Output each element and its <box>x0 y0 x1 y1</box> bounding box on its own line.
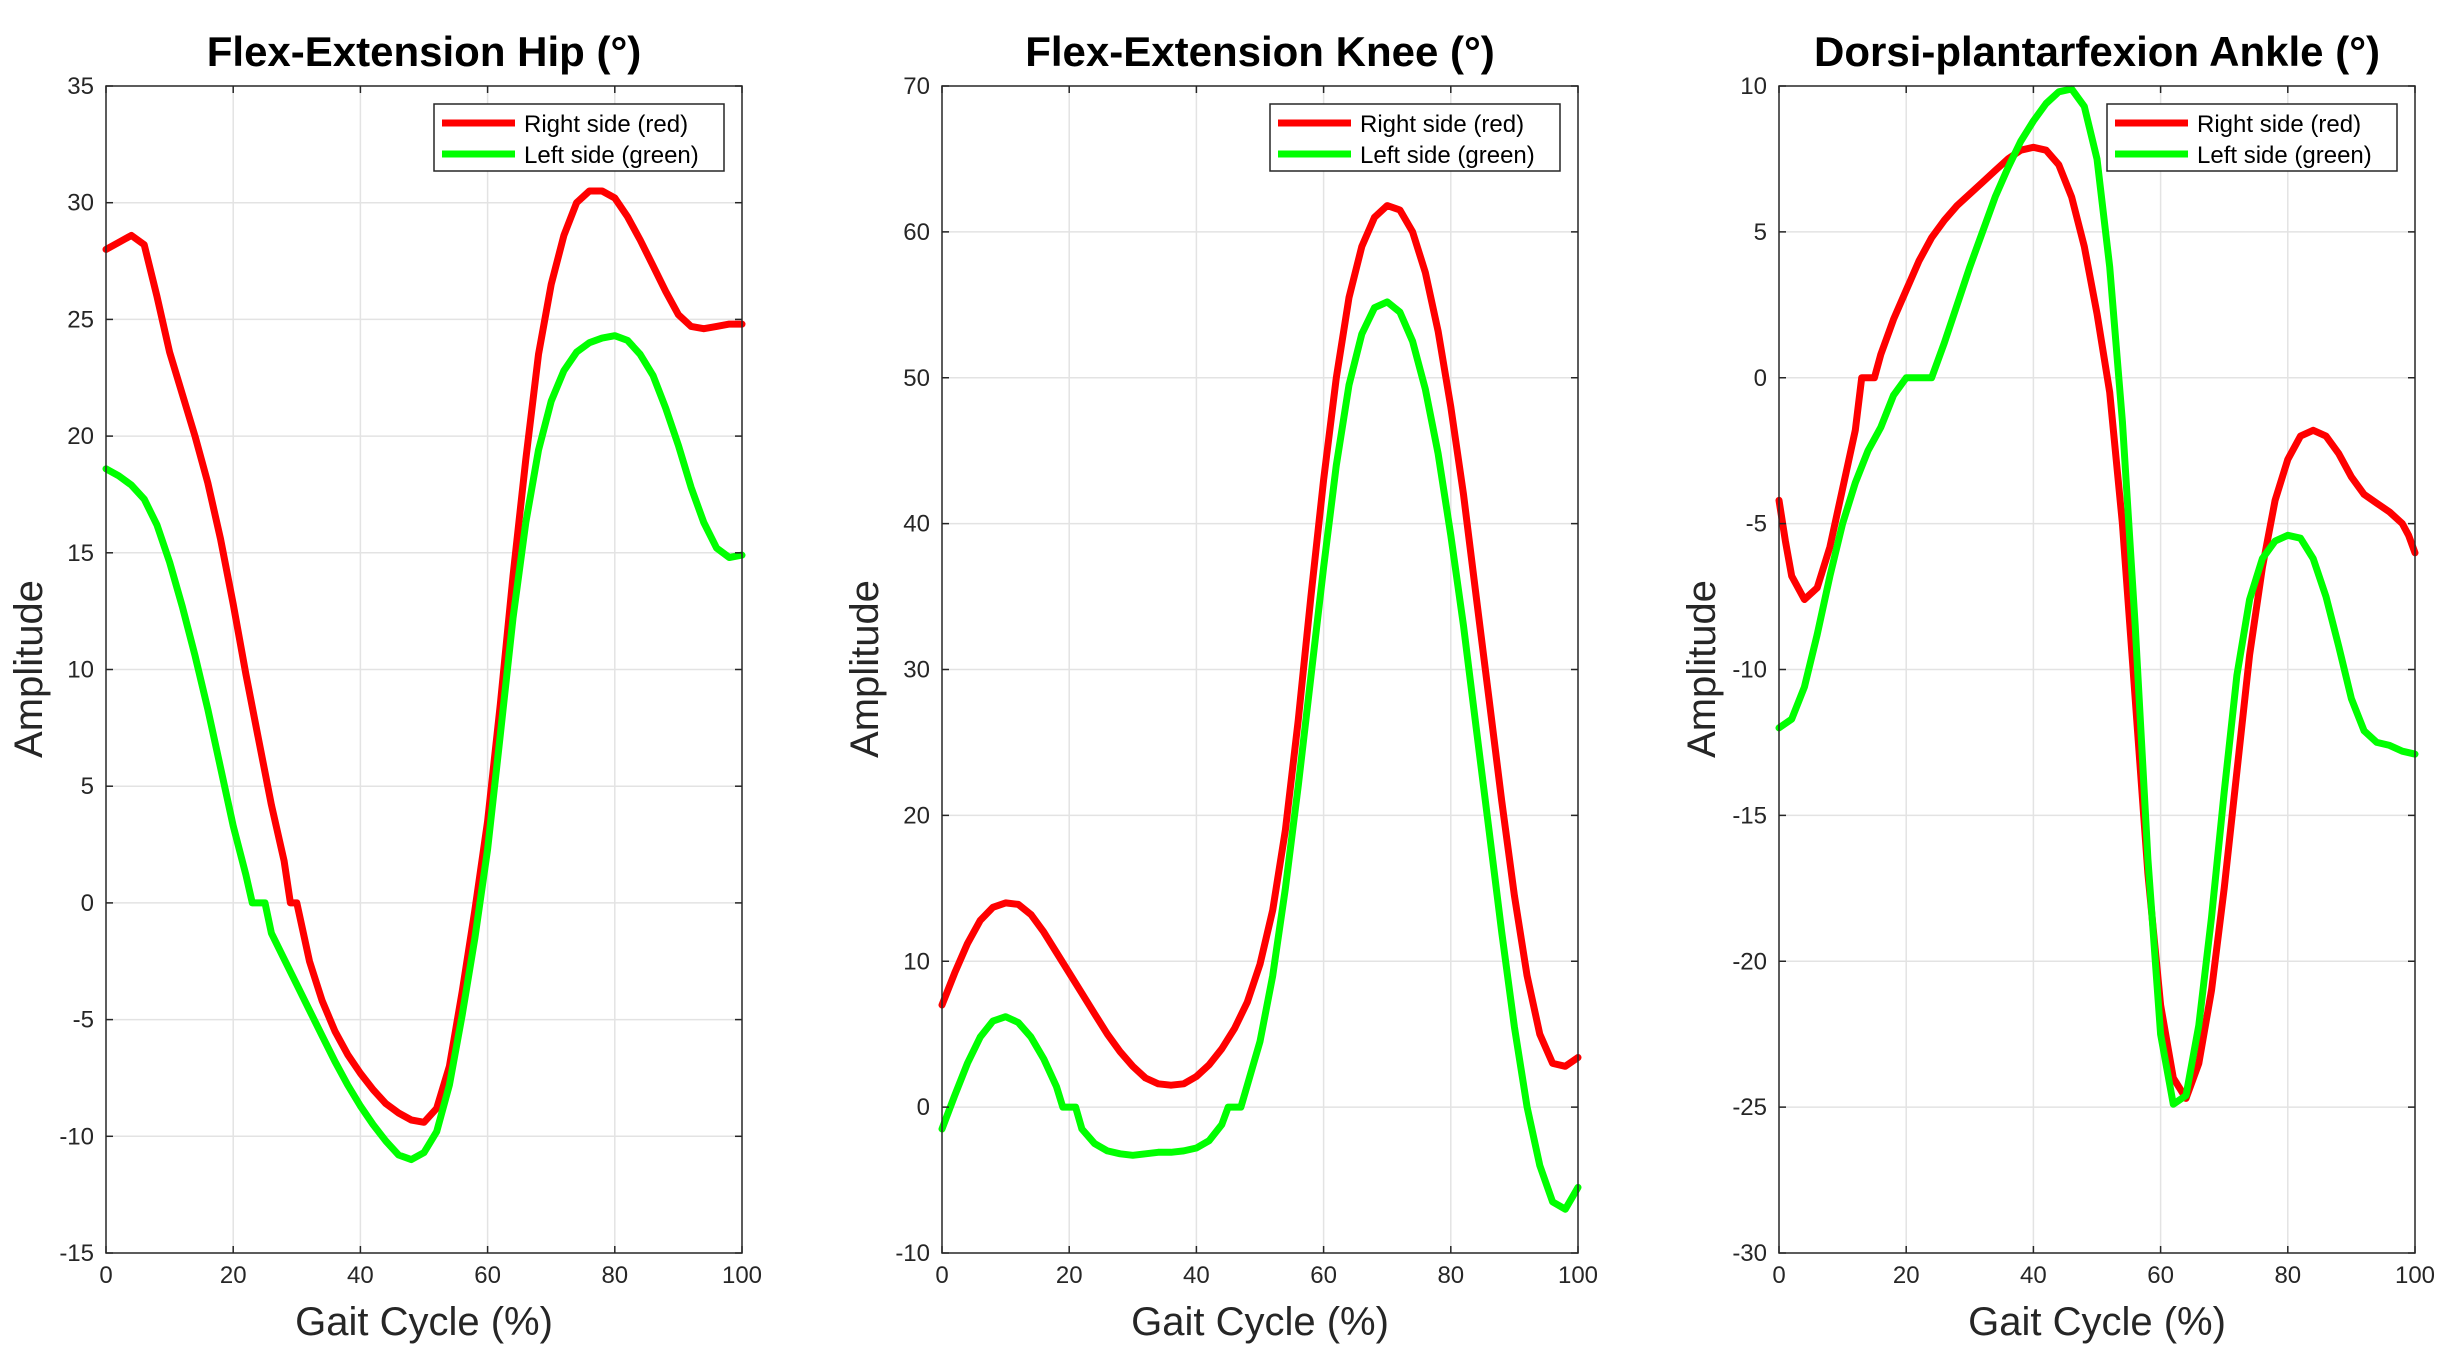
legend-label-left: Left side (green) <box>2197 142 2372 169</box>
ankle-y-axis-label: Amplitude <box>1680 580 1724 758</box>
ankle-y-tick-label: -25 <box>1732 1094 1767 1121</box>
legend-label-right: Right side (red) <box>1360 111 1524 138</box>
knee-x-tick-label: 40 <box>1183 1262 1210 1289</box>
ankle-y-tick-label: -15 <box>1732 802 1767 829</box>
hip-x-tick-label: 100 <box>722 1262 762 1289</box>
ankle-legend: Right side (red) Left side (green) <box>2106 103 2398 172</box>
hip-chart-panel: 0 20 40 60 80 100 -15 -10 -5 0 5 10 15 20 25 30 35 Flex-… <box>7 28 762 1344</box>
legend-label-left: Left side (green) <box>1360 142 1535 169</box>
hip-ticks: 0 20 40 60 80 100 -15 -10 -5 0 5 10 15 20 25 30 35 <box>59 73 762 1289</box>
hip-y-tick-label: 30 <box>67 190 94 217</box>
legend-label-right: Right side (red) <box>2197 111 2361 138</box>
knee-chart-title: Flex-Extension Knee (°) <box>1025 28 1495 75</box>
knee-y-tick-label: 30 <box>903 657 930 684</box>
ankle-y-tick-label: -30 <box>1732 1240 1767 1267</box>
knee-series-lines <box>938 202 1582 1213</box>
knee-y-tick-label: 60 <box>903 219 930 246</box>
ankle-y-tick-label: -5 <box>1746 511 1767 538</box>
hip-right-side-line <box>102 187 746 1126</box>
knee-x-tick-label: 80 <box>1437 1262 1464 1289</box>
hip-y-tick-label: 25 <box>67 306 94 333</box>
knee-x-tick-label: 100 <box>1558 1262 1598 1289</box>
knee-y-tick-label: 50 <box>903 365 930 392</box>
ankle-left-side-line <box>1775 85 2419 1108</box>
hip-y-axis-label: Amplitude <box>7 580 51 758</box>
knee-x-axis-label: Gait Cycle (%) <box>1131 1300 1389 1344</box>
hip-y-tick-label: 20 <box>67 423 94 450</box>
ankle-y-tick-label: 0 <box>1754 365 1767 392</box>
hip-left-side-line <box>102 332 746 1164</box>
knee-left-side-line <box>938 298 1582 1213</box>
ankle-x-tick-label: 20 <box>1893 1262 1920 1289</box>
ankle-x-tick-label: 40 <box>2020 1262 2047 1289</box>
knee-y-axis-label: Amplitude <box>843 580 887 758</box>
knee-y-tick-label: 40 <box>903 511 930 538</box>
knee-x-tick-label: 60 <box>1310 1262 1337 1289</box>
ankle-x-tick-label: 100 <box>2395 1262 2435 1289</box>
knee-y-tick-label: 0 <box>917 1094 930 1121</box>
ankle-ticks: 0 20 40 60 80 100 -30 -25 -20 -15 -10 -5 0 5 10 <box>1732 73 2435 1289</box>
hip-x-tick-label: 60 <box>474 1262 501 1289</box>
knee-legend: Right side (red) Left side (green) <box>1269 103 1561 172</box>
hip-series-lines <box>102 187 746 1164</box>
hip-y-tick-label: 35 <box>67 73 94 100</box>
ankle-y-tick-label: 5 <box>1754 219 1767 246</box>
ankle-y-tick-label: -10 <box>1732 657 1767 684</box>
ankle-x-tick-label: 60 <box>2147 1262 2174 1289</box>
hip-x-tick-label: 80 <box>601 1262 628 1289</box>
knee-y-tick-label: 70 <box>903 73 930 100</box>
knee-x-tick-label: 20 <box>1056 1262 1083 1289</box>
knee-y-tick-label: -10 <box>895 1240 930 1267</box>
legend-label-left: Left side (green) <box>524 142 699 169</box>
knee-y-tick-label: 20 <box>903 802 930 829</box>
ankle-chart-title: Dorsi-plantarfexion Ankle (°) <box>1814 28 2380 75</box>
hip-x-axis-label: Gait Cycle (%) <box>295 1300 553 1344</box>
knee-y-tick-label: 10 <box>903 948 930 975</box>
ankle-y-tick-label: 10 <box>1740 73 1767 100</box>
ankle-x-tick-label: 80 <box>2274 1262 2301 1289</box>
legend-box <box>2106 103 2398 172</box>
ankle-series-lines <box>1775 85 2419 1108</box>
hip-y-tick-label: 15 <box>67 540 94 567</box>
legend-box <box>433 103 725 172</box>
ankle-right-side-line <box>1775 143 2419 1102</box>
ankle-y-tick-label: -20 <box>1732 948 1767 975</box>
hip-x-tick-label: 20 <box>220 1262 247 1289</box>
hip-x-tick-label: 0 <box>99 1262 112 1289</box>
ankle-grid <box>1779 86 2415 1253</box>
legend-box <box>1269 103 1561 172</box>
hip-legend: Right side (red) Left side (green) <box>433 103 725 172</box>
ankle-x-axis-label: Gait Cycle (%) <box>1968 1300 2226 1344</box>
knee-right-side-line <box>938 202 1582 1089</box>
hip-y-tick-label: 5 <box>81 773 94 800</box>
hip-y-tick-label: -15 <box>59 1240 94 1267</box>
hip-y-tick-label: 0 <box>81 890 94 917</box>
ankle-x-tick-label: 0 <box>1772 1262 1785 1289</box>
legend-label-right: Right side (red) <box>524 111 688 138</box>
hip-y-tick-label: -10 <box>59 1123 94 1150</box>
hip-y-tick-label: 10 <box>67 657 94 684</box>
hip-x-tick-label: 40 <box>347 1262 374 1289</box>
hip-y-tick-label: -5 <box>73 1007 94 1034</box>
hip-grid <box>106 86 742 1253</box>
hip-chart-title: Flex-Extension Hip (°) <box>207 28 642 75</box>
ankle-chart-panel: 0 20 40 60 80 100 -30 -25 -20 -15 -10 -5 0 5 10 Dorsi-… <box>1680 28 2435 1344</box>
knee-x-tick-label: 0 <box>935 1262 948 1289</box>
